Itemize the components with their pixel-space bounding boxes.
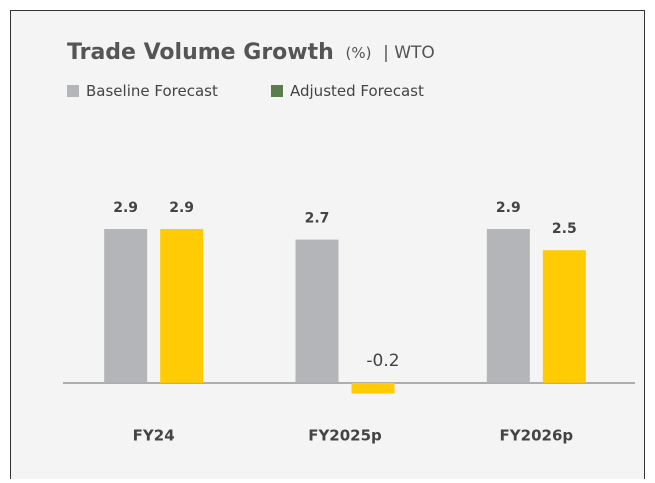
- value-label: 2.9: [169, 200, 194, 216]
- value-label: -0.2: [366, 351, 399, 371]
- legend-label: Adjusted Forecast: [290, 82, 424, 100]
- bar: [542, 250, 586, 383]
- value-label: 2.9: [496, 200, 521, 216]
- bar: [104, 228, 148, 383]
- value-label: 2.7: [305, 211, 330, 227]
- legend-swatch: [67, 85, 79, 97]
- legend-label: Baseline Forecast: [86, 82, 218, 100]
- x-tick-label: FY2026p: [500, 427, 574, 445]
- chart-title: Trade Volume Growth (%) | WTO: [67, 40, 435, 65]
- value-label: 2.5: [552, 221, 577, 237]
- title-unit: (%): [345, 44, 371, 62]
- legend-swatch: [271, 85, 283, 97]
- bar: [160, 228, 204, 383]
- x-tick-label: FY24: [133, 427, 175, 445]
- value-label: 2.9: [113, 200, 138, 216]
- title-source: | WTO: [383, 43, 435, 63]
- bar: [351, 382, 395, 394]
- bar: [486, 228, 530, 383]
- bar: [295, 239, 339, 383]
- title-main: Trade Volume Growth: [67, 40, 334, 65]
- x-tick-label: FY2025p: [308, 427, 382, 445]
